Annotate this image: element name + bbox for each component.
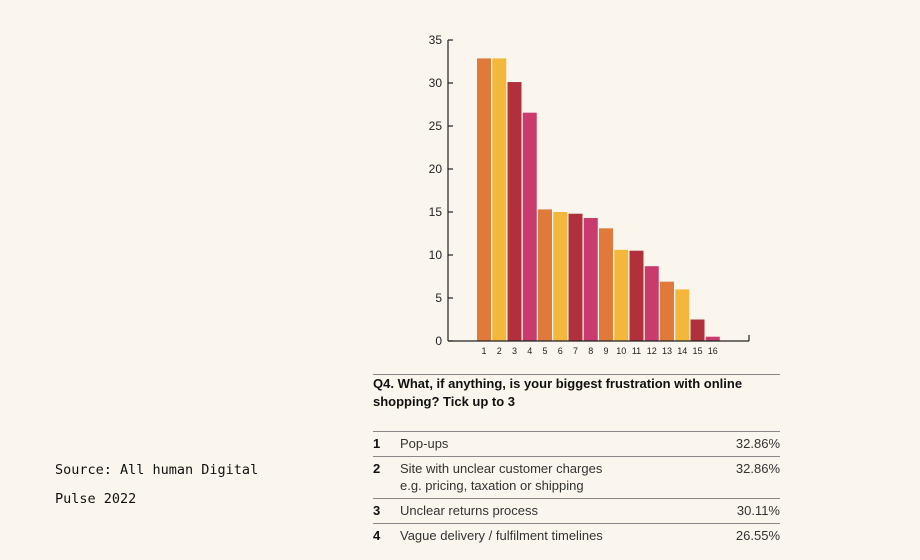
x-tick-label: 7 [573, 346, 578, 356]
bar [492, 58, 507, 342]
row-label: Pop-ups [400, 435, 700, 452]
x-tick-label: 5 [542, 346, 547, 356]
row-number: 4 [373, 528, 381, 543]
x-tick-label: 6 [558, 346, 563, 356]
row-label: Vague delivery / fulfilment timelines [400, 527, 700, 544]
x-tick-label: 16 [708, 346, 718, 356]
bar [477, 58, 491, 342]
x-tick-label: 8 [588, 346, 593, 356]
bar [644, 266, 659, 341]
table-row: 3 Unclear returns process 30.11% [373, 498, 780, 523]
bar [507, 82, 522, 341]
row-label-line: Vague delivery / fulfilment timelines [400, 528, 603, 543]
y-tick-label: 15 [429, 205, 443, 219]
x-tick-label: 1 [481, 346, 486, 356]
bar [690, 319, 705, 341]
x-tick-label: 9 [603, 346, 608, 356]
row-label-line: Unclear returns process [400, 503, 538, 518]
y-tick-label: 0 [435, 334, 442, 348]
x-tick-label: 13 [662, 346, 672, 356]
x-tick-label: 10 [616, 346, 626, 356]
y-tick-label: 35 [429, 33, 443, 47]
x-axis: 1 2 3 4 5 6 7 8 9 10 11 12 13 14 15 16 [448, 335, 750, 356]
bar [675, 289, 690, 341]
bar [705, 336, 720, 341]
x-tick-label: 2 [497, 346, 502, 356]
bars [477, 58, 720, 342]
table-row: 2 Site with unclear customer charges e.g… [373, 456, 780, 498]
y-tick-label: 25 [429, 119, 443, 133]
bar [553, 212, 568, 341]
row-label: Site with unclear customer charges e.g. … [400, 460, 700, 494]
row-label-line: Site with unclear customer charges [400, 461, 603, 476]
y-tick-label: 5 [435, 291, 442, 305]
x-tick-label: 3 [512, 346, 517, 356]
bar [568, 213, 583, 341]
row-label-line: e.g. pricing, taxation or shipping [400, 478, 584, 493]
x-tick-label: 11 [632, 346, 641, 356]
bar [629, 250, 644, 341]
y-axis: 0 5 10 15 20 25 30 35 [429, 33, 453, 348]
bar [599, 228, 613, 341]
x-tick-label: 12 [647, 346, 657, 356]
bar [614, 249, 629, 341]
bar [522, 112, 537, 341]
row-percent: 30.11% [736, 503, 780, 518]
source-line-1: Source: All human Digital [55, 462, 259, 478]
question-text: Q4. What, if anything, is your biggest f… [373, 376, 743, 409]
source-line-2: Pulse 2022 [55, 491, 137, 507]
bar [660, 281, 674, 341]
row-percent: 32.86% [735, 436, 780, 451]
y-tick-label: 20 [429, 162, 443, 176]
x-tick-label: 15 [692, 346, 702, 356]
row-percent: 26.55% [735, 528, 780, 543]
x-tick-label: 4 [527, 346, 532, 356]
row-number: 1 [373, 436, 381, 451]
table-row: 1 Pop-ups 32.86% [373, 431, 780, 456]
row-number: 2 [373, 461, 381, 476]
y-tick-label: 10 [429, 248, 443, 262]
row-number: 3 [373, 503, 381, 518]
row-label: Unclear returns process [400, 502, 700, 519]
row-label-line: Pop-ups [400, 436, 449, 451]
source-note: Source: All human Digital Pulse 2022 [55, 456, 315, 514]
results-table: 1 Pop-ups 32.86% 2 Site with unclear cus… [373, 431, 780, 548]
bar [583, 218, 598, 341]
row-percent: 32.86% [735, 461, 780, 476]
y-tick-label: 30 [429, 76, 443, 90]
x-tick-label: 14 [677, 346, 687, 356]
question-rule [373, 374, 780, 375]
table-row: 4 Vague delivery / fulfilment timelines … [373, 523, 780, 548]
bar [538, 209, 552, 341]
